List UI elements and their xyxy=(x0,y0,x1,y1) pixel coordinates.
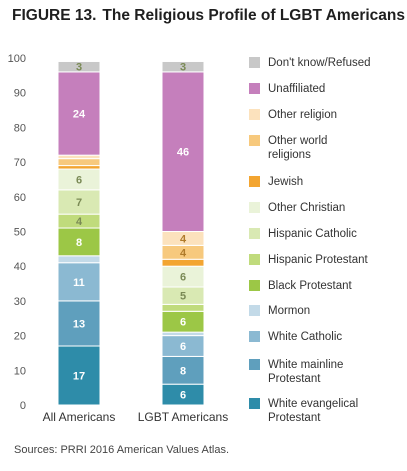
y-tick-label: 60 xyxy=(14,192,26,204)
legend-swatch-white-catholic xyxy=(249,331,260,342)
bar-segment-don-t-know-refused xyxy=(57,60,101,73)
data-label: 4 xyxy=(76,216,83,228)
legend-label-white-mainline-protestant: White mainline Protestant xyxy=(268,359,343,385)
legend-label-hispanic-catholic: Hispanic Catholic xyxy=(268,228,357,240)
legend-swatch-mormon xyxy=(249,305,260,316)
bar-segment-mormon xyxy=(57,255,101,264)
legend-label-mormon: Mormon xyxy=(268,305,310,317)
y-tick-label: 80 xyxy=(14,122,26,134)
data-label: 13 xyxy=(73,318,85,330)
bar-segment-don-t-know-refused xyxy=(161,60,205,73)
legend-label-other-world-religions: Other world religions xyxy=(268,135,327,161)
bar-segment-white-evangelical-protestant xyxy=(57,345,101,406)
data-label: 11 xyxy=(73,277,85,289)
legend-label-black-protestant: Black Protestant xyxy=(268,280,353,292)
y-tick-label: 40 xyxy=(14,261,26,273)
legend-label-hispanic-protestant: Hispanic Protestant xyxy=(268,254,369,266)
bar-segment-white-mainline-protestant xyxy=(161,355,205,385)
y-tick-label: 20 xyxy=(14,331,26,343)
legend-swatch-white-mainline-protestant xyxy=(249,359,260,370)
legend-label-white-catholic: White Catholic xyxy=(268,331,342,343)
legend-swatch-don-t-know-refused xyxy=(249,57,260,68)
legend-swatch-hispanic-protestant xyxy=(249,254,260,265)
bar-segment-other-religion xyxy=(57,154,101,160)
y-tick-label: 100 xyxy=(8,53,26,65)
legend-swatch-other-religion xyxy=(249,109,260,120)
legend-swatch-unaffiliated xyxy=(249,83,260,94)
bar-segment-other-world-religions xyxy=(57,158,101,167)
x-category-label: All Americans xyxy=(43,410,116,424)
data-label: 3 xyxy=(76,62,82,74)
y-tick-label: 50 xyxy=(14,227,26,239)
bar-segment-jewish xyxy=(57,165,101,170)
bar-segment-white-mainline-protestant xyxy=(57,300,101,347)
data-label: 6 xyxy=(180,390,186,402)
legend-swatch-other-christian xyxy=(249,202,260,213)
data-label: 3 xyxy=(180,62,186,74)
y-tick-label: 10 xyxy=(14,365,26,377)
data-label: 6 xyxy=(180,317,186,329)
legend-label-other-christian: Other Christian xyxy=(268,202,345,214)
bar-segment-hispanic-catholic xyxy=(57,189,101,215)
data-label: 24 xyxy=(73,109,86,121)
legend-label-other-religion: Other religion xyxy=(268,109,337,121)
figure-number: FIGURE 13. xyxy=(12,7,97,24)
legend-swatch-hispanic-catholic xyxy=(249,228,260,239)
legend-label-unaffiliated: Unaffiliated xyxy=(268,83,325,95)
y-tick-label: 90 xyxy=(14,88,26,100)
data-label: 6 xyxy=(180,272,186,284)
legend-label-white-evangelical-protestant: White evangelical Protestant xyxy=(268,398,358,424)
data-label: 8 xyxy=(76,237,82,249)
data-label: 6 xyxy=(76,174,82,186)
data-label: 17 xyxy=(73,371,85,383)
y-tick-label: 70 xyxy=(14,157,26,169)
data-label: 6 xyxy=(180,341,186,353)
bar-segment-hispanic-protestant xyxy=(161,303,205,312)
bar-segment-unaffiliated xyxy=(161,71,205,232)
legend-swatch-white-evangelical-protestant xyxy=(249,398,260,409)
bar-segment-unaffiliated xyxy=(57,71,101,156)
legend-swatch-other-world-religions xyxy=(249,135,260,146)
x-category-label: LGBT Americans xyxy=(138,410,228,424)
legend-swatch-black-protestant xyxy=(249,280,260,291)
data-label: 4 xyxy=(180,233,187,245)
data-label: 46 xyxy=(177,147,189,159)
y-tick-label: 30 xyxy=(14,296,26,308)
source-note: Sources: PRRI 2016 American Values Atlas… xyxy=(14,444,230,456)
figure-title-text: The Religious Profile of LGBT Americans xyxy=(102,7,406,24)
legend-swatch-jewish xyxy=(249,176,260,187)
legend-label-jewish: Jewish xyxy=(268,176,303,188)
bar-segment-mormon xyxy=(161,331,205,337)
data-label: 8 xyxy=(180,365,186,377)
bar-segment-white-catholic xyxy=(57,262,101,302)
data-label: 7 xyxy=(76,197,82,209)
bar-segment-jewish xyxy=(161,258,205,267)
figure-title: FIGURE 13. The Religious Profile of LGBT … xyxy=(12,7,405,25)
y-tick-label: 0 xyxy=(20,400,26,412)
legend-label-don-t-know-refused: Don't know/Refused xyxy=(268,57,371,69)
stacked-bar-chart: 0 10 20 30 40 50 60 70 80 90 100 17 13 11 8 4 7 6 24 3 All A… xyxy=(8,53,371,424)
data-label: 5 xyxy=(180,291,186,303)
data-label: 4 xyxy=(180,247,187,259)
